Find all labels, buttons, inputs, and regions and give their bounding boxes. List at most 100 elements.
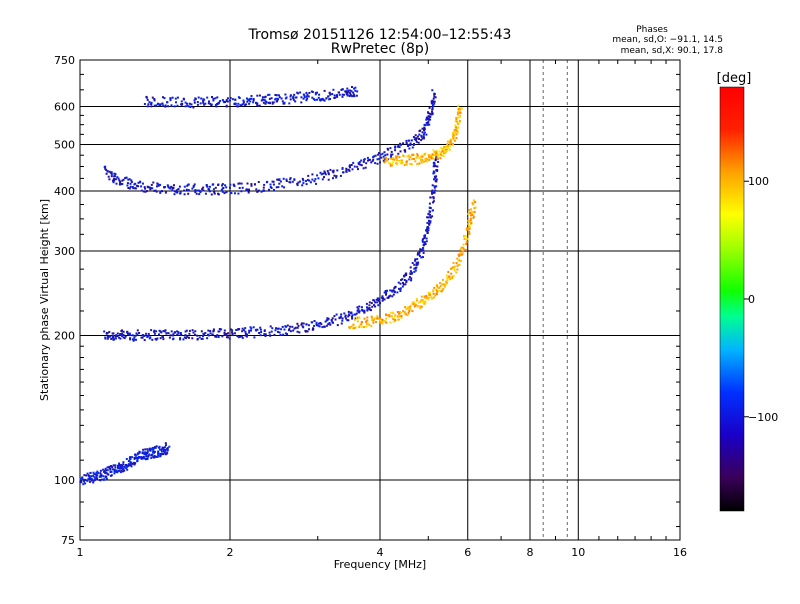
data-point: [356, 90, 359, 93]
data-point: [206, 96, 209, 99]
data-point: [159, 190, 162, 193]
data-point: [155, 445, 158, 448]
data-point: [389, 289, 392, 292]
data-point: [439, 153, 442, 156]
data-point: [252, 326, 255, 329]
data-point: [396, 155, 399, 158]
data-point: [407, 155, 410, 158]
data-point: [442, 287, 445, 290]
data-point: [254, 328, 257, 331]
data-point: [434, 189, 437, 192]
data-point: [184, 101, 187, 104]
data-point: [421, 155, 424, 158]
data-point: [194, 189, 197, 192]
data-point: [355, 94, 358, 97]
data-point: [421, 239, 424, 242]
data-point: [242, 100, 245, 103]
data-point: [170, 185, 173, 188]
data-point: [263, 99, 266, 102]
data-point: [157, 446, 160, 449]
data-point: [372, 319, 375, 322]
data-point: [345, 90, 347, 93]
data-point: [426, 230, 429, 232]
data-point: [425, 118, 428, 121]
data-point: [320, 323, 323, 326]
data-point: [450, 272, 453, 275]
data-point: [204, 102, 207, 105]
chart-subtitle: RwPretec (8p): [331, 41, 429, 57]
data-point: [396, 163, 399, 166]
data-point: [263, 183, 266, 186]
data-point: [392, 317, 395, 320]
data-point: [316, 174, 319, 177]
data-point: [148, 101, 151, 104]
data-point: [371, 160, 374, 163]
data-point: [436, 165, 439, 168]
data-point: [102, 475, 105, 478]
data-point: [108, 465, 111, 468]
data-point: [416, 258, 419, 261]
data-point: [129, 182, 132, 185]
data-point: [300, 323, 303, 326]
data-point: [445, 274, 448, 277]
data-point: [452, 133, 455, 136]
data-point: [252, 99, 255, 102]
data-point: [108, 170, 111, 173]
data-point: [263, 189, 266, 192]
data-point: [159, 191, 162, 194]
data-point: [383, 320, 386, 323]
data-point: [428, 291, 431, 294]
data-point: [397, 145, 400, 148]
data-point: [468, 209, 471, 211]
data-point: [453, 131, 456, 134]
data-point: [405, 272, 408, 275]
data-point: [141, 451, 144, 454]
data-point: [473, 211, 476, 214]
data-point: [426, 226, 429, 229]
data-point: [450, 138, 453, 141]
data-point: [340, 88, 343, 91]
data-point: [212, 330, 215, 333]
data-point: [418, 162, 421, 165]
data-point: [433, 102, 436, 105]
data-point: [238, 187, 241, 189]
data-point: [108, 178, 111, 181]
data-point: [399, 282, 402, 285]
data-point: [432, 288, 435, 291]
data-point: [416, 156, 419, 159]
data-point: [418, 133, 421, 136]
data-point: [165, 444, 167, 447]
data-point: [347, 310, 350, 313]
data-point: [227, 332, 229, 335]
data-point: [426, 123, 429, 126]
data-point: [393, 158, 396, 161]
data-point: [214, 103, 217, 106]
data-point: [363, 158, 366, 161]
data-point: [312, 97, 315, 100]
data-point: [162, 450, 165, 452]
data-point: [433, 171, 436, 174]
data-point: [134, 334, 137, 337]
data-point: [394, 315, 397, 317]
data-point: [137, 457, 140, 460]
data-point: [292, 95, 295, 98]
data-point: [347, 89, 350, 92]
colorbar-tick-label: −100: [748, 411, 778, 424]
data-point: [250, 97, 253, 100]
data-point: [165, 332, 168, 335]
data-point: [200, 337, 203, 340]
data-point: [409, 142, 412, 145]
data-point: [204, 332, 207, 334]
data-point: [157, 452, 160, 455]
data-point: [419, 158, 422, 161]
data-point: [90, 475, 93, 478]
data-point: [320, 98, 323, 101]
data-point: [300, 322, 303, 325]
data-point: [455, 137, 458, 139]
data-point: [109, 468, 112, 471]
data-point: [352, 91, 355, 94]
data-point: [419, 157, 422, 159]
data-point: [180, 103, 183, 106]
data-point: [216, 334, 219, 337]
data-point: [275, 186, 278, 189]
